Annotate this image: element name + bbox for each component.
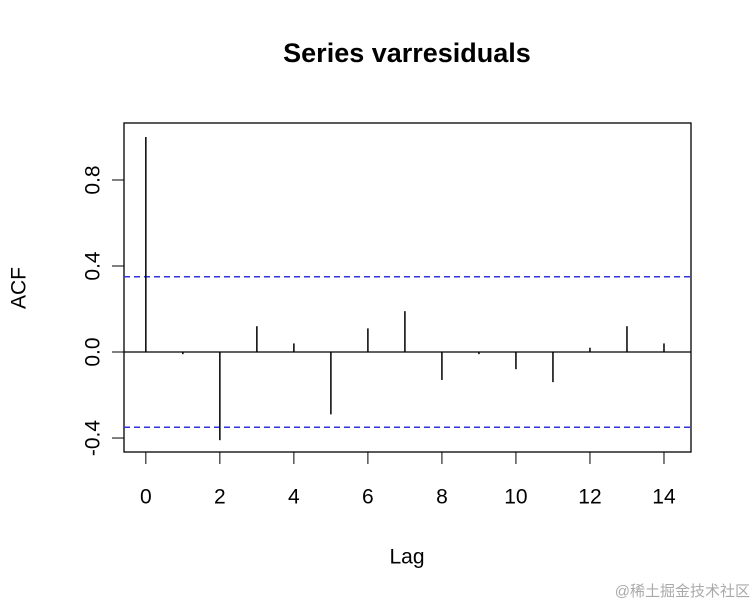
watermark: @稀土掘金技术社区 xyxy=(615,583,750,600)
y-axis-label: ACF xyxy=(8,267,31,309)
x-tick-label: 6 xyxy=(362,486,374,509)
x-tick-label: 10 xyxy=(504,486,527,509)
y-tick-label: 0.0 xyxy=(82,337,105,366)
x-tick-label: 2 xyxy=(214,486,226,509)
chart-title: Series varresiduals xyxy=(283,38,531,68)
y-tick-label: 0.8 xyxy=(82,165,105,194)
x-tick-label: 14 xyxy=(652,486,676,509)
x-tick-label: 8 xyxy=(436,486,448,509)
y-tick-label: 0.4 xyxy=(82,251,105,281)
x-axis-label: Lag xyxy=(389,546,424,569)
plot-frame xyxy=(123,122,692,453)
x-tick-label: 12 xyxy=(578,486,601,509)
x-tick-label: 0 xyxy=(140,486,152,509)
y-tick-label: -0.4 xyxy=(82,420,105,457)
x-tick-label: 4 xyxy=(288,486,300,509)
